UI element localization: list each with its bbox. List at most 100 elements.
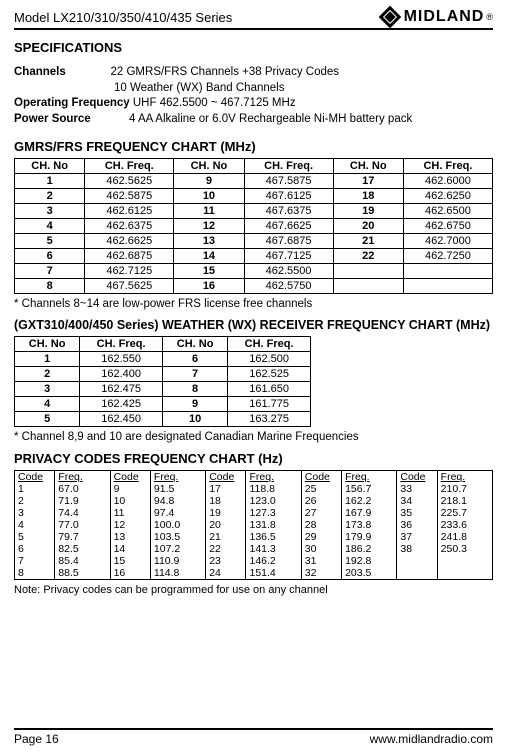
priv-cell: 71.9: [58, 495, 106, 507]
gmrs-cell: 462.5625: [85, 174, 174, 189]
gmrs-table: CH. NoCH. Freq.CH. NoCH. Freq.CH. NoCH. …: [14, 158, 493, 294]
priv-cell: 2: [18, 495, 51, 507]
gmrs-header: CH. Freq.: [403, 159, 492, 174]
gmrs-cell: 462.6375: [85, 219, 174, 234]
gmrs-cell: 17: [333, 174, 403, 189]
gmrs-cell: 467.6875: [244, 234, 333, 249]
footer-right: www.midlandradio.com: [370, 732, 493, 746]
gmrs-cell: 5: [15, 234, 85, 249]
channels-value2: 10 Weather (WX) Band Channels: [114, 81, 493, 97]
gmrs-header: CH. No: [333, 159, 403, 174]
gmrs-header: CH. No: [174, 159, 244, 174]
priv-header: Freq.: [249, 471, 297, 483]
priv-cell: 218.1: [441, 495, 489, 507]
priv-header: Freq.: [154, 471, 202, 483]
priv-cell: 18: [209, 495, 242, 507]
gmrs-cell: 462.7125: [85, 264, 174, 279]
gmrs-cell: 2: [15, 189, 85, 204]
wx-title-text: (GXT310/400/450 Series) WEATHER (WX) REC…: [14, 318, 490, 332]
gmrs-cell: 462.6250: [403, 189, 492, 204]
priv-header: Code: [209, 471, 242, 483]
priv-cell: 11: [114, 507, 147, 519]
wx-cell: 162.450: [80, 412, 163, 427]
wx-header: CH. Freq.: [228, 337, 311, 352]
wx-cell: 5: [15, 412, 80, 427]
priv-cell: 16: [114, 567, 147, 579]
gmrs-cell: 462.5500: [244, 264, 333, 279]
wx-cell: 162.475: [80, 382, 163, 397]
priv-cell: 5: [18, 531, 51, 543]
priv-cell: 74.4: [58, 507, 106, 519]
priv-cell: 4: [18, 519, 51, 531]
brand-text: MIDLAND: [404, 8, 485, 26]
priv-column: Code1718192021222324: [206, 471, 246, 580]
priv-cell: 131.8: [249, 519, 297, 531]
priv-cell: 25: [305, 483, 338, 495]
priv-cell: 141.3: [249, 543, 297, 555]
wx-note: * Channel 8,9 and 10 are designated Cana…: [14, 431, 493, 443]
priv-cell: 6: [18, 543, 51, 555]
footer: Page 16 www.midlandradio.com: [14, 728, 493, 746]
priv-cell: 22: [209, 543, 242, 555]
priv-header: Code: [114, 471, 147, 483]
gmrs-cell: 10: [174, 189, 244, 204]
gmrs-cell: 462.6000: [403, 174, 492, 189]
wx-cell: 162.525: [228, 367, 311, 382]
power-label: Power Source: [14, 113, 91, 125]
priv-cell: 146.2: [249, 555, 297, 567]
header: Model LX210/310/350/410/435 Series MIDLA…: [14, 8, 493, 30]
priv-cell: 37: [400, 531, 433, 543]
gmrs-cell: 462.6125: [85, 204, 174, 219]
gmrs-cell: 19: [333, 204, 403, 219]
gmrs-cell: 12: [174, 219, 244, 234]
priv-cell: 107.2: [154, 543, 202, 555]
priv-header: Code: [305, 471, 338, 483]
footer-left: Page 16: [14, 732, 59, 746]
priv-cell: 26: [305, 495, 338, 507]
priv-cell: 32: [305, 567, 338, 579]
gmrs-cell: 462.6625: [85, 234, 174, 249]
wx-cell: 2: [15, 367, 80, 382]
priv-cell: 31: [305, 555, 338, 567]
wx-header: CH. No: [162, 337, 227, 352]
priv-column: Freq.118.8123.0127.3131.8136.5141.3146.2…: [246, 471, 301, 580]
priv-cell: 10: [114, 495, 147, 507]
priv-cell: 30: [305, 543, 338, 555]
gmrs-cell: 20: [333, 219, 403, 234]
priv-cell: 192.8: [345, 555, 393, 567]
priv-column: Freq.91.594.897.4100.0103.5107.2110.9114…: [150, 471, 205, 580]
wx-cell: 9: [162, 397, 227, 412]
gmrs-cell: 462.5750: [244, 279, 333, 294]
gmrs-cell: 462.6875: [85, 249, 174, 264]
opfreq-label: Operating Frequency: [14, 97, 130, 109]
priv-cell: 1: [18, 483, 51, 495]
priv-cell: 88.5: [58, 567, 106, 579]
power-value: 4 AA Alkaline or 6.0V Rechargeable Ni-MH…: [129, 113, 412, 125]
gmrs-cell: 14: [174, 249, 244, 264]
priv-cell: 186.2: [345, 543, 393, 555]
priv-cell: 28: [305, 519, 338, 531]
brand-logo: MIDLAND ®: [382, 8, 493, 26]
priv-cell: 17: [209, 483, 242, 495]
priv-cell: 13: [114, 531, 147, 543]
gmrs-cell: 8: [15, 279, 85, 294]
gmrs-title: GMRS/FRS FREQUENCY CHART (MHz): [14, 139, 493, 154]
channels-label: Channels: [14, 66, 66, 78]
gmrs-cell: 462.7000: [403, 234, 492, 249]
priv-cell: 97.4: [154, 507, 202, 519]
priv-cell: 82.5: [58, 543, 106, 555]
priv-cell: 110.9: [154, 555, 202, 567]
priv-cell: 14: [114, 543, 147, 555]
gmrs-cell: 13: [174, 234, 244, 249]
gmrs-cell: [333, 279, 403, 294]
priv-cell: 173.8: [345, 519, 393, 531]
gmrs-cell: 462.7250: [403, 249, 492, 264]
wx-cell: 4: [15, 397, 80, 412]
wx-cell: 161.775: [228, 397, 311, 412]
priv-column: Freq.210.7218.1225.7233.6241.8250.3: [437, 471, 492, 580]
gmrs-cell: [333, 264, 403, 279]
gmrs-header: CH. No: [15, 159, 85, 174]
priv-cell: 20: [209, 519, 242, 531]
priv-table: Code12345678Freq.67.071.974.477.079.782.…: [14, 470, 493, 580]
priv-cell: 9: [114, 483, 147, 495]
